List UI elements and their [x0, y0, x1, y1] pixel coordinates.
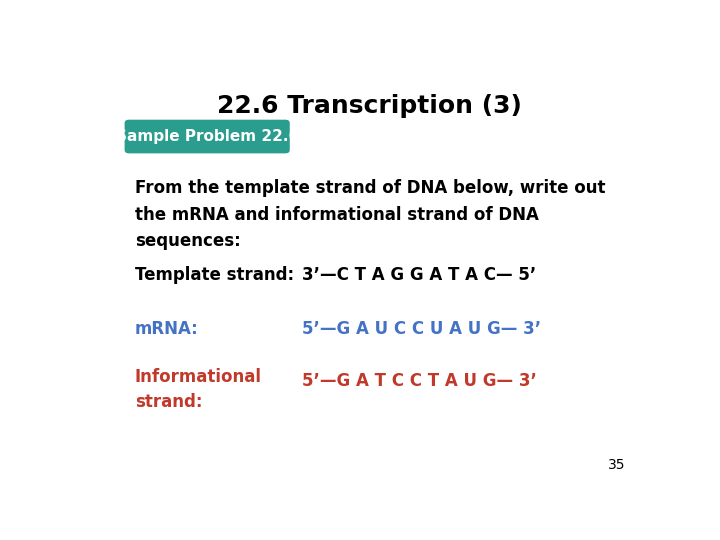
Text: 3’—C T A G G A T A C— 5’: 3’—C T A G G A T A C— 5’ — [302, 266, 536, 284]
Text: Informational
strand:: Informational strand: — [135, 368, 261, 410]
Text: 5’—G A T C C T A U G— 3’: 5’—G A T C C T A U G— 3’ — [302, 372, 537, 390]
FancyBboxPatch shape — [125, 120, 289, 153]
Text: Sample Problem 22.6: Sample Problem 22.6 — [115, 129, 299, 144]
Text: 22.6 Transcription (3): 22.6 Transcription (3) — [217, 94, 521, 118]
Text: 5’—G A U C C U A U G— 3’: 5’—G A U C C U A U G— 3’ — [302, 320, 541, 338]
Text: Template strand:: Template strand: — [135, 266, 294, 284]
Text: From the template strand of DNA below, write out
the mRNA and informational stra: From the template strand of DNA below, w… — [135, 179, 605, 250]
Text: 35: 35 — [608, 458, 626, 472]
Text: mRNA:: mRNA: — [135, 320, 199, 338]
